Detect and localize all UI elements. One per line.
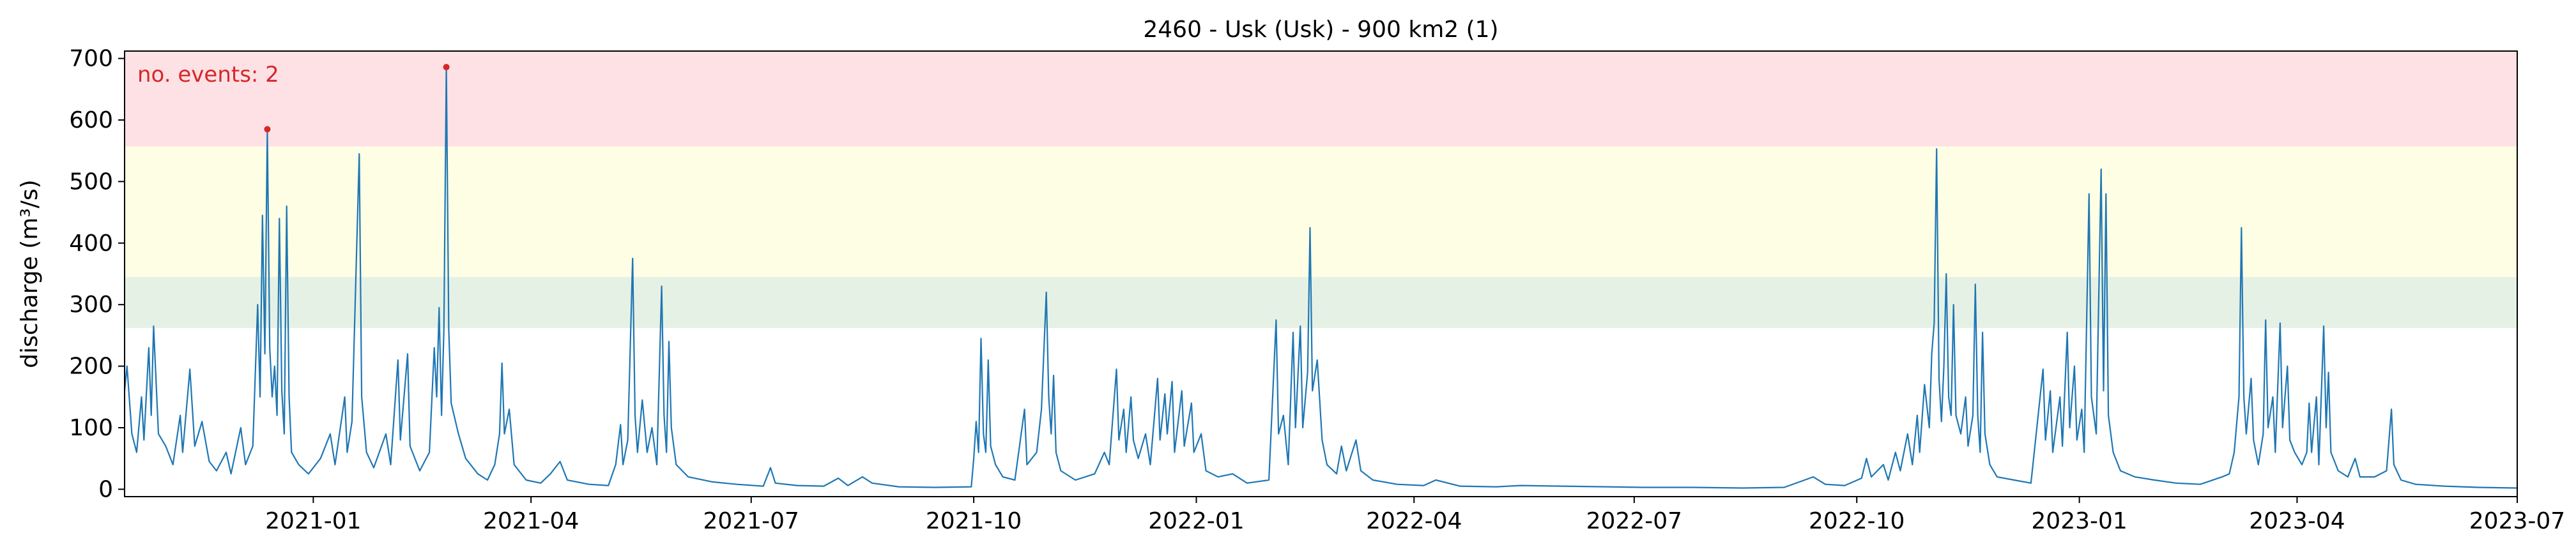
threshold-band-0 (125, 276, 2517, 328)
y-axis-label: discharge (m³/s) (17, 179, 43, 368)
x-tick-label: 2023-01 (2031, 508, 2127, 534)
x-tick-label: 2023-04 (2249, 508, 2345, 534)
event-marker-0 (264, 126, 271, 133)
series-line-0 (123, 66, 2518, 489)
y-tick-label: 0 (98, 476, 113, 502)
x-tick-label: 2023-07 (2469, 508, 2565, 534)
x-tick-label: 2021-07 (703, 508, 799, 534)
y-tick-label: 200 (69, 354, 113, 380)
x-tick-label: 2021-10 (926, 508, 1022, 534)
threshold-band-2 (125, 51, 2517, 147)
y-tick-label: 300 (69, 292, 113, 318)
y-tick-label: 500 (69, 169, 113, 195)
plot-frame (124, 50, 2518, 497)
x-tick-label: 2022-04 (1366, 508, 1462, 534)
chart-title: 2460 - Usk (Usk) - 900 km2 (1) (1143, 17, 1498, 43)
y-tick-label: 400 (69, 230, 113, 257)
y-tick-label: 600 (69, 107, 113, 133)
discharge-series (123, 66, 2518, 489)
x-tick-label: 2022-07 (1586, 508, 1682, 534)
y-axis: 0 100 200 300 400 500 600 700 (69, 46, 125, 502)
threshold-band-1 (125, 146, 2517, 277)
x-axis: 2021-01 2021-04 2021-07 2021-10 2022-01 2022-… (265, 497, 2565, 534)
x-tick-label: 2021-04 (483, 508, 579, 534)
y-tick-label: 700 (69, 46, 113, 72)
x-tick-label: 2022-10 (1809, 508, 1905, 534)
event-marker-1 (443, 64, 450, 71)
events-count-annotation: no. events: 2 (137, 62, 279, 87)
threshold-bands (125, 51, 2517, 328)
event-markers (264, 64, 450, 133)
x-tick-label: 2021-01 (265, 508, 361, 534)
y-tick-label: 100 (69, 415, 113, 441)
x-tick-label: 2022-01 (1148, 508, 1244, 534)
